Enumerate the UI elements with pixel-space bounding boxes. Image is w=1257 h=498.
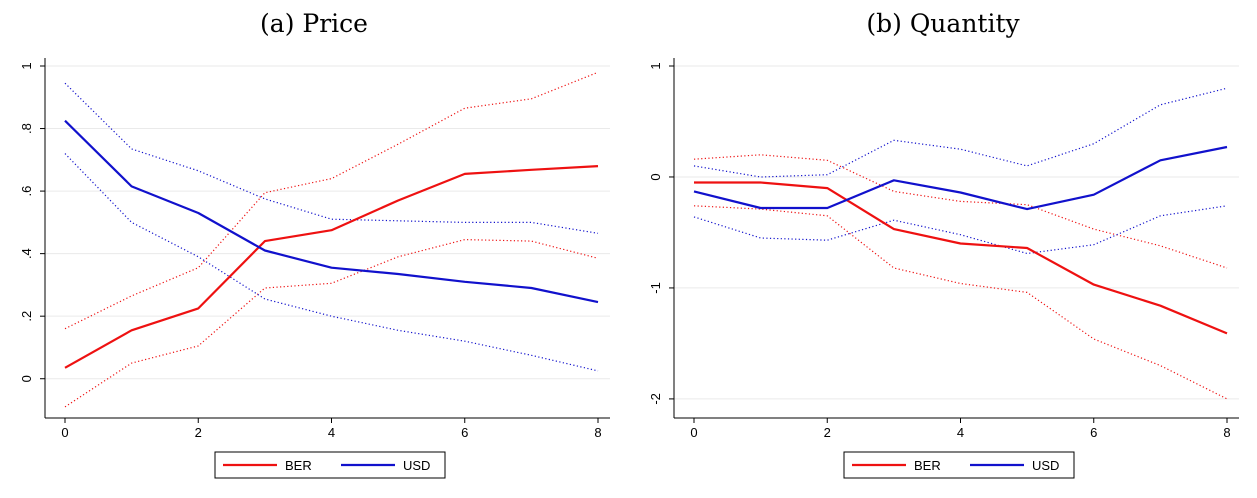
- x-tick-label: 0: [61, 425, 68, 440]
- legend-label-ber: BER: [914, 458, 941, 473]
- price-chart: 0 .2 .4 .6 .8 1 0 2 4 6 8 BER USD: [19, 58, 610, 479]
- y-tick-label: 0: [648, 173, 663, 180]
- ci-band-line-ber: [64, 71, 599, 330]
- legend-label-usd: USD: [1032, 458, 1059, 473]
- y-tick-label: 0: [19, 375, 34, 382]
- x-tick-label: 4: [328, 425, 335, 440]
- y-tick-label: .4: [19, 248, 34, 259]
- x-tick-label: 8: [594, 425, 601, 440]
- ci-band-line-usd: [693, 87, 1228, 178]
- series-line-ber: [64, 165, 599, 369]
- x-tick-label: 0: [690, 425, 697, 440]
- ci-band-line-ber: [64, 239, 599, 408]
- y-tick-label: 1: [19, 62, 34, 69]
- ci-band-line-ber: [693, 205, 1228, 400]
- chart-title: (a) Price: [260, 9, 368, 38]
- ci-band-line-usd: [64, 82, 599, 234]
- quantity-chart: -2 -1 0 1 0 2 4 6 8 BER USD: [648, 58, 1239, 479]
- x-tick-label: 6: [461, 425, 468, 440]
- ci-band-line-ber: [693, 154, 1228, 269]
- series-line-usd: [693, 145, 1228, 211]
- legend-label-usd: USD: [403, 458, 430, 473]
- ci-band-line-usd: [64, 153, 599, 372]
- series-line-usd: [64, 119, 599, 304]
- y-tick-label: .6: [19, 186, 34, 197]
- quantity-panel: (b) Quantity -2 -1 0 1 0 2 4 6 8 BER USD: [629, 0, 1257, 498]
- legend-label-ber: BER: [285, 458, 312, 473]
- y-tick-label: 1: [648, 62, 663, 69]
- y-tick-label: -2: [648, 393, 663, 405]
- series-line-ber: [694, 181, 1228, 335]
- y-tick-label: .2: [19, 311, 34, 322]
- ci-band-line-usd: [693, 205, 1228, 255]
- y-tick-label: -1: [648, 282, 663, 294]
- x-tick-label: 8: [1223, 425, 1230, 440]
- price-panel: (a) Price 0 .2 .4 .6 .8 1 0 2 4 6 8 BER USD: [0, 0, 628, 498]
- chart-title: (b) Quantity: [866, 9, 1020, 38]
- x-tick-label: 4: [957, 425, 964, 440]
- y-tick-label: .8: [19, 123, 34, 134]
- x-tick-label: 2: [195, 425, 202, 440]
- x-tick-label: 6: [1090, 425, 1097, 440]
- x-tick-label: 2: [824, 425, 831, 440]
